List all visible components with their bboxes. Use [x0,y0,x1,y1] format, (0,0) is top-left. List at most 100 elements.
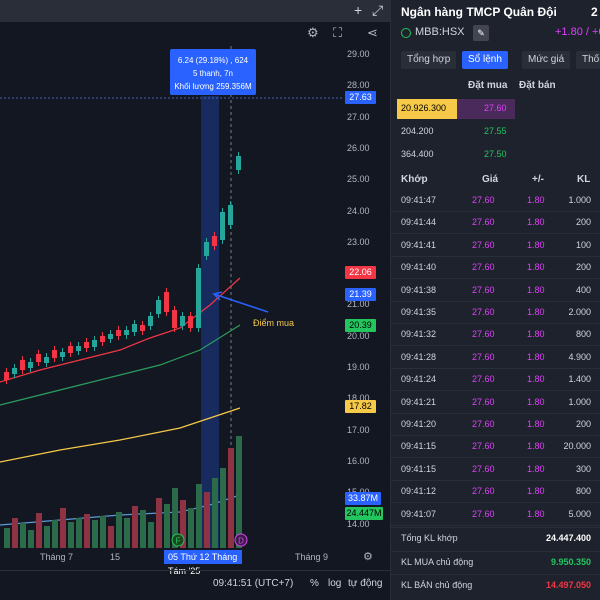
volume-tag: 24.447M [345,507,383,520]
summary-row: KL MUA chủ động9.950.350 [391,551,600,573]
tab-stats[interactable]: Thống [576,51,600,69]
log-toggle[interactable]: log [328,578,341,589]
trade-change: 1.80 [527,262,545,272]
marker-f-label: F [176,537,181,546]
trade-change: 1.80 [527,374,545,384]
buy-point-annotation: Điểm mua [253,318,294,328]
trade-row[interactable]: 09:41:4427.601.80200 [391,212,600,234]
candle-body [76,346,81,351]
ask-header: Đặt bán [519,80,556,91]
edit-pencil-icon[interactable]: ✎ [473,25,489,41]
trade-row[interactable]: 09:41:4727.601.801.000 [391,190,600,212]
price-tick: 29.00 [347,49,370,59]
ticker-row: MBB:HSX ✎ +1.80 / +6. [401,26,600,42]
orderbook-row[interactable]: 364.40027.50 [391,145,600,165]
tab-price-levels[interactable]: Mức giá [522,51,570,69]
candle-body [28,362,33,368]
price-tick: 24.00 [347,206,370,216]
trade-row[interactable]: 09:41:2427.601.801.400 [391,369,600,391]
trade-row[interactable]: 09:41:1227.601.80800 [391,481,600,503]
share-icon[interactable]: ⋖ [367,25,378,41]
trade-row[interactable]: 09:41:3827.601.80400 [391,280,600,302]
candle-body [92,340,97,347]
trade-row[interactable]: 09:41:1527.601.8020.000 [391,436,600,458]
price-tick: 17.00 [347,425,370,435]
orderbook-row[interactable]: 20.926.30027.60 [391,99,600,119]
trade-row[interactable]: 09:41:0727.601.805.000 [391,504,600,526]
candle-body [140,325,145,331]
trade-price: 27.60 [472,441,495,451]
trade-time: 09:41:44 [401,217,436,227]
clock-time: 09:41:51 (UTC+7) [213,578,293,589]
price-tick: 28.00 [347,80,370,90]
trade-time: 09:41:47 [401,195,436,205]
trade-row[interactable]: 09:41:1527.601.80300 [391,459,600,481]
trade-row[interactable]: 09:41:4127.601.80100 [391,235,600,257]
trade-time: 09:41:07 [401,509,436,519]
trade-change: 1.80 [527,486,545,496]
orderbook-row[interactable]: 204.200 27.55 [391,122,600,142]
trade-change: 1.80 [527,285,545,295]
volume-bar [84,514,90,548]
chart-pane[interactable]: FD + ⤢ ⚙ ⛶ ⋖ 6.24 (29.18%) , 624 5 thanh… [0,0,390,600]
trade-time: 09:41:12 [401,486,436,496]
volume-bar [212,478,218,548]
auto-toggle[interactable]: tự động [348,578,383,589]
volume-bar [140,510,146,548]
date-range-highlight: 05 Thứ 12 Tháng Tám '25 [164,550,242,564]
volume-bar [36,513,42,548]
company-name-extra: 2 [591,5,598,19]
candle-body [156,300,161,314]
trade-change: 1.80 [527,419,545,429]
tab-overview[interactable]: Tổng hợp [401,51,456,69]
trade-volume: 200 [559,217,591,227]
trade-change: 1.80 [527,352,545,362]
add-icon[interactable]: + [354,2,362,18]
percent-toggle[interactable]: % [310,578,319,589]
expand-icon[interactable]: ⤢ [372,2,383,19]
trade-price: 27.60 [472,509,495,519]
tab-order-book[interactable]: Sổ lệnh [462,51,508,69]
candle-body [172,310,177,328]
volume-bar [116,512,122,548]
trade-row[interactable]: 09:41:3227.601.80800 [391,324,600,346]
volume-bar [148,522,154,548]
market-open-icon [401,28,411,38]
candle-body [52,350,57,358]
trade-price: 27.60 [472,329,495,339]
trade-row[interactable]: 09:41:2827.601.804.900 [391,347,600,369]
bid-volume: 204.200 [401,126,434,136]
fullscreen-icon[interactable]: ⛶ [333,25,342,41]
candle-body [228,205,233,225]
trade-volume-header: KL [577,174,590,185]
trade-row[interactable]: 09:41:2027.601.80200 [391,414,600,436]
candle-body [20,360,25,370]
company-name: Ngân hàng TMCP Quân Đội [401,5,557,19]
trade-row[interactable]: 09:41:2127.601.801.000 [391,392,600,414]
candle-body [100,336,105,342]
trade-row[interactable]: 09:41:3527.601.802.000 [391,302,600,324]
price-tick: 16.00 [347,456,370,466]
ma-green-tag: 20.39 [345,319,376,332]
summary-value: 14.497.050 [521,580,591,590]
volume-bar [44,526,50,548]
tooltip-bars: 5 thanh, 7n [170,67,256,80]
trade-row[interactable]: 09:41:4027.601.80200 [391,257,600,279]
trade-volume: 300 [559,464,591,474]
volume-bar [68,522,74,548]
trade-volume: 1.000 [559,397,591,407]
chart-toolbar: ⚙ ⛶ ⋖ [0,22,390,46]
trade-volume: 200 [559,419,591,429]
annotation-arrow-line [214,294,268,312]
date-settings-icon[interactable]: ⚙ [363,550,373,563]
price-tick: 19.00 [347,362,370,372]
settings-gear-icon[interactable]: ⚙ [307,25,319,41]
candle-body [84,342,89,348]
volume-bar [76,518,82,548]
range-tooltip: 6.24 (29.18%) , 624 5 thanh, 7n Khối lượ… [170,49,256,95]
bid-price: 27.55 [484,126,507,136]
bid-volume: 20.926.300 [401,103,446,113]
volume-bar [4,528,10,548]
candle-body [196,268,201,328]
ticker-symbol[interactable]: MBB:HSX [415,26,465,38]
